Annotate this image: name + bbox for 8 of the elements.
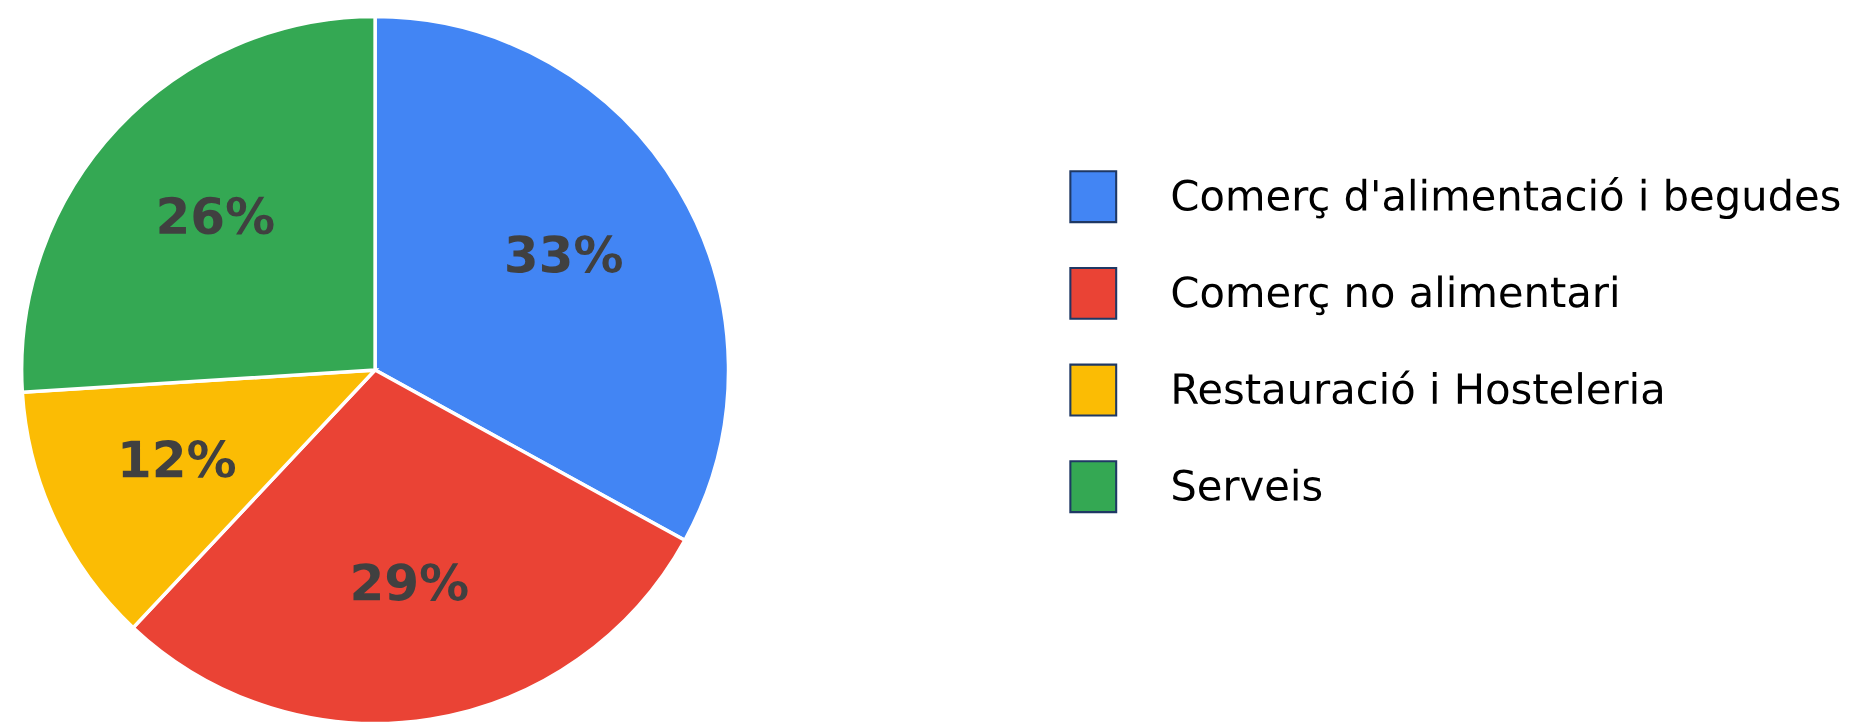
data-label: 12% bbox=[122, 440, 236, 478]
legend-label: Restauració i Hosteleria bbox=[1174, 370, 1662, 405]
legend-label: Comerç no alimentari bbox=[1172, 275, 1617, 316]
data-label: 29% bbox=[353, 563, 468, 601]
legend-label: Serveis bbox=[1173, 468, 1322, 502]
data-label: 26% bbox=[159, 196, 274, 235]
legend-label: Comerç d'alimentació i begudes bbox=[1172, 177, 1840, 220]
data-label: 33% bbox=[507, 235, 622, 274]
